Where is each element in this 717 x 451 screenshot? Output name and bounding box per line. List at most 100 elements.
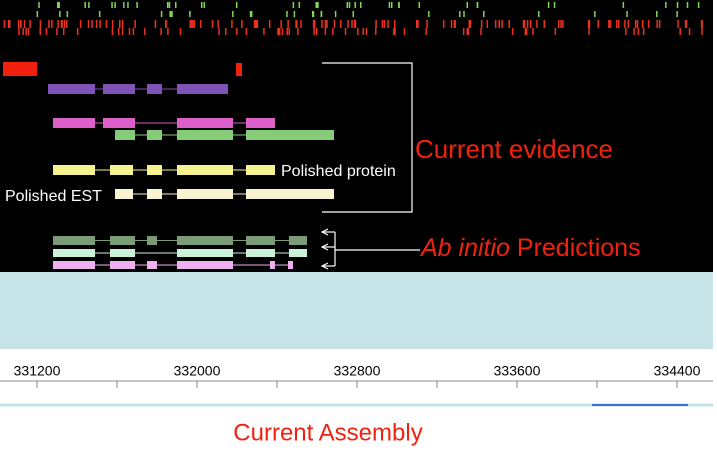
hit <box>454 20 456 28</box>
hit <box>532 28 534 35</box>
hit <box>189 11 191 17</box>
hit <box>353 20 356 28</box>
hit <box>547 2 550 8</box>
hit <box>529 20 532 28</box>
exon <box>177 130 233 140</box>
hit <box>287 20 289 28</box>
ruler-label: 331200 <box>14 363 61 379</box>
hit <box>480 28 482 35</box>
exon <box>115 130 135 140</box>
hit <box>175 2 177 8</box>
est-label: Polished EST <box>5 188 102 205</box>
hit <box>634 20 637 28</box>
hit <box>462 28 465 35</box>
hit <box>57 20 59 28</box>
hit <box>22 28 24 35</box>
hit <box>390 2 393 8</box>
hit <box>403 28 406 35</box>
exon <box>3 62 37 76</box>
exon <box>147 261 157 269</box>
hit <box>316 28 318 35</box>
hit <box>501 20 503 28</box>
hit <box>354 20 357 28</box>
hit <box>98 11 101 17</box>
hit <box>95 20 98 28</box>
hit <box>383 20 386 28</box>
hit <box>39 20 42 28</box>
hit <box>23 20 26 28</box>
hit <box>469 20 472 28</box>
hit <box>523 20 526 28</box>
hit <box>224 28 227 35</box>
hit <box>642 20 644 28</box>
hit <box>263 28 265 35</box>
hit <box>166 2 169 8</box>
hit <box>588 20 591 28</box>
exon <box>236 63 242 76</box>
empty-panel <box>0 272 713 349</box>
hit <box>253 20 256 28</box>
hit <box>87 20 90 28</box>
hit <box>587 20 590 28</box>
hit <box>418 2 421 8</box>
exon <box>246 130 334 140</box>
hit <box>676 11 678 17</box>
hit <box>522 20 525 28</box>
hit <box>617 20 620 28</box>
hit <box>313 28 315 35</box>
hit <box>236 28 238 35</box>
hit <box>656 11 658 17</box>
hit <box>99 20 101 28</box>
hit <box>312 11 315 17</box>
predictions: Predictions <box>517 234 641 262</box>
hit <box>624 20 626 28</box>
hit <box>425 28 427 35</box>
hit <box>167 28 169 35</box>
hit <box>352 11 355 17</box>
exon <box>177 261 233 269</box>
hit <box>298 2 301 8</box>
exon <box>246 236 275 245</box>
hit <box>321 20 323 28</box>
hit <box>281 28 284 35</box>
hit <box>351 20 353 28</box>
hit <box>121 28 124 35</box>
hit <box>20 20 22 28</box>
hit <box>394 28 396 35</box>
hit <box>684 20 687 28</box>
exon <box>246 165 275 175</box>
hit <box>114 2 116 8</box>
hit <box>357 28 359 35</box>
hit <box>160 28 162 35</box>
hit <box>324 20 327 28</box>
hit <box>375 28 377 35</box>
hit <box>450 20 453 28</box>
hit <box>333 20 336 28</box>
hit <box>168 2 171 8</box>
hit <box>169 11 172 17</box>
hit <box>18 28 20 35</box>
hit <box>511 28 514 35</box>
hit <box>312 20 315 28</box>
exon <box>103 84 135 94</box>
hit <box>255 20 257 28</box>
hit <box>398 2 400 8</box>
hit <box>676 2 679 8</box>
hit <box>250 11 253 17</box>
hit <box>277 28 280 35</box>
hit <box>62 28 65 35</box>
exon <box>48 84 95 94</box>
exon <box>177 165 233 175</box>
hit <box>344 28 347 35</box>
hit <box>300 20 302 28</box>
hit <box>480 20 483 28</box>
hit <box>428 11 430 17</box>
hit <box>332 28 334 35</box>
hit <box>105 20 108 28</box>
hit <box>498 20 500 28</box>
hit <box>66 11 69 17</box>
hit <box>191 20 194 28</box>
exon <box>177 118 233 128</box>
exon <box>53 261 95 269</box>
